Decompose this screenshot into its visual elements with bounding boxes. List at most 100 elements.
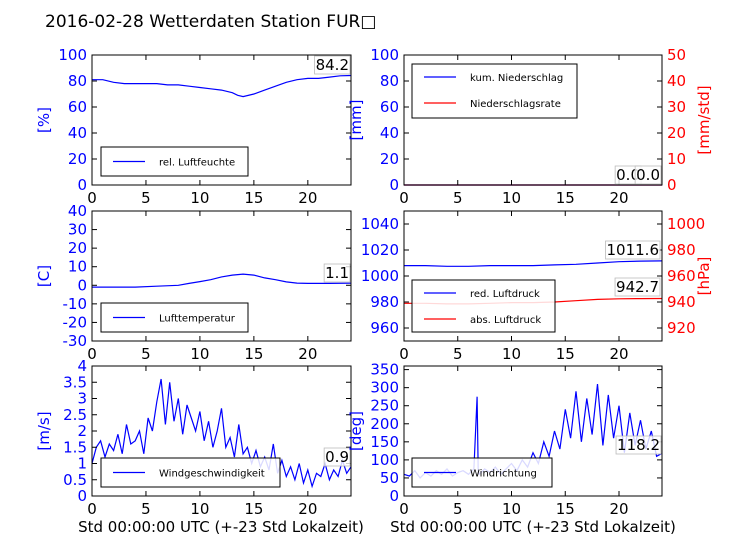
x-axis-label-left: Std 00:00:00 UTC (+-23 Std Lokalzeit) xyxy=(78,518,364,536)
y-tick-label: 250 xyxy=(370,397,399,415)
panel-temperature: 0 5 10 15 20-30-20-10010203040[C]Lufttempera… xyxy=(35,202,352,363)
x-tick-label: 0 xyxy=(399,189,409,207)
y-axis-label-right: [hPa] xyxy=(695,257,713,296)
y-tick-label: -10 xyxy=(63,295,88,313)
y-tick-label: 350 xyxy=(370,361,399,379)
series-line-wind_speed-0 xyxy=(91,378,352,489)
value-label-box xyxy=(314,55,351,75)
x-tick-label: 20 xyxy=(298,500,317,518)
current-value-label: 1011.6 xyxy=(607,241,660,259)
x-tick-label: 5 xyxy=(453,189,463,207)
value-label-box xyxy=(634,165,662,185)
y-right-tick-label: 40 xyxy=(667,72,686,90)
x-tick-label: 5 xyxy=(141,500,151,518)
y-axis-label: [C] xyxy=(35,265,53,287)
panel-pressure: 0 5 10 15 20 960 980 1000 1020 1040 920 940 960 980 10… xyxy=(361,210,713,363)
x-tick-label: 5 xyxy=(141,345,151,363)
panel-precipitation: 0 5 10 15 20 0 20 40 60 80 100 0 10 20 30 40 50 [mm] [mm/s… xyxy=(347,46,713,207)
y-right-tick-label: 20 xyxy=(667,124,686,142)
y-tick-label: 10 xyxy=(68,258,87,276)
current-value-label: 0.0 xyxy=(616,166,640,184)
legend: Windgeschwindigkeit xyxy=(100,457,281,488)
y-right-tick-label: 10 xyxy=(667,150,686,168)
x-tick-label: 20 xyxy=(609,345,628,363)
y-right-tick-label: 960 xyxy=(667,267,696,285)
y-tick-label: 40 xyxy=(380,124,399,142)
x-tick-label: 15 xyxy=(556,500,575,518)
y-tick-label: 100 xyxy=(58,46,87,64)
x-tick-label: 10 xyxy=(502,345,521,363)
y-tick-label: 30 xyxy=(68,221,87,239)
legend: rel. Luftfeuchte xyxy=(100,146,249,177)
x-tick-label: 15 xyxy=(244,189,263,207)
y-tick-label: 150 xyxy=(370,433,399,451)
legend-label: rel. Luftfeuchte xyxy=(159,158,235,169)
plot-frame xyxy=(91,54,352,186)
y-tick-label: 3 xyxy=(77,390,87,408)
y-tick-label: 0 xyxy=(389,487,399,505)
y-tick-label: 2 xyxy=(77,422,87,440)
y-tick-label: 1020 xyxy=(361,241,399,259)
y-tick-label: 100 xyxy=(370,451,399,469)
x-tick-label: 20 xyxy=(298,345,317,363)
x-tick-label: 5 xyxy=(453,500,463,518)
x-tick-label: 5 xyxy=(141,189,151,207)
plot-frame xyxy=(403,365,663,497)
y-axis-label: [m/s] xyxy=(35,411,53,450)
x-tick-label: 10 xyxy=(502,189,521,207)
value-label-box xyxy=(605,240,661,260)
y-right-tick-label: 980 xyxy=(667,241,696,259)
y-axis-label-right: [mm/std] xyxy=(695,85,713,154)
y-tick-label: 4 xyxy=(77,357,87,375)
legend: Lufttemperatur xyxy=(100,302,249,333)
x-tick-label: 20 xyxy=(298,189,317,207)
y-tick-label: 3.5 xyxy=(63,373,87,391)
x-tick-label: 0 xyxy=(87,345,97,363)
y-tick-label: 1 xyxy=(77,455,87,473)
x-axis-label-right: Std 00:00:00 UTC (+-23 Std Lokalzeit) xyxy=(390,518,676,536)
legend-label: kum. Niederschlag xyxy=(470,73,563,84)
y-tick-label: 0 xyxy=(389,176,399,194)
legend: red. Luftdruck abs. Luftdruck xyxy=(411,279,556,333)
y-tick-label: 20 xyxy=(68,239,87,257)
plot-frame xyxy=(403,54,663,186)
panel-wind_direction: 0 5 10 15 20050100150200250300350[deg]Windri… xyxy=(347,361,663,518)
x-tick-label: 10 xyxy=(190,189,209,207)
legend: kum. Niederschlag Niederschlagsrate xyxy=(411,63,578,119)
x-tick-label: 0 xyxy=(399,345,409,363)
series-line-temperature-0 xyxy=(92,273,352,288)
x-tick-label: 0 xyxy=(87,500,97,518)
y-tick-label: 2.5 xyxy=(63,406,87,424)
y-tick-label: 40 xyxy=(68,202,87,220)
current-value-label: 0.0 xyxy=(636,166,660,184)
y-tick-label: 960 xyxy=(370,319,399,337)
y-tick-label: 20 xyxy=(68,150,87,168)
y-right-tick-label: 940 xyxy=(667,293,696,311)
value-label-box xyxy=(323,263,351,283)
plot-frame xyxy=(91,210,352,342)
x-tick-label: 20 xyxy=(609,500,628,518)
y-tick-label: 50 xyxy=(380,469,399,487)
x-tick-label: 15 xyxy=(556,189,575,207)
y-tick-label: 80 xyxy=(380,72,399,90)
panel-wind_speed: 0 5 10 15 20 00.511.522.533.54 [m/s] Windgeschw… xyxy=(35,357,352,518)
current-value-label: 84.2 xyxy=(316,56,349,74)
y-tick-label: 1040 xyxy=(361,215,399,233)
y-tick-label: 0 xyxy=(77,176,87,194)
x-tick-label: 10 xyxy=(502,500,521,518)
figure-title: 2016-02-28 Wetterdaten Station FUR□ xyxy=(45,12,376,32)
legend-label: Niederschlagsrate xyxy=(470,99,561,110)
current-value-label: 118.2 xyxy=(617,436,660,454)
y-right-tick-label: 1000 xyxy=(667,215,705,233)
x-tick-label: 15 xyxy=(556,345,575,363)
y-right-tick-label: 50 xyxy=(667,46,686,64)
y-tick-label: 80 xyxy=(68,72,87,90)
current-value-label: 1.1 xyxy=(325,264,349,282)
y-tick-label: 0 xyxy=(77,276,87,294)
y-right-tick-label: 30 xyxy=(667,98,686,116)
x-tick-label: 10 xyxy=(190,500,209,518)
value-label-box xyxy=(615,435,662,455)
y-tick-label: 300 xyxy=(370,379,399,397)
x-tick-label: 10 xyxy=(190,345,209,363)
